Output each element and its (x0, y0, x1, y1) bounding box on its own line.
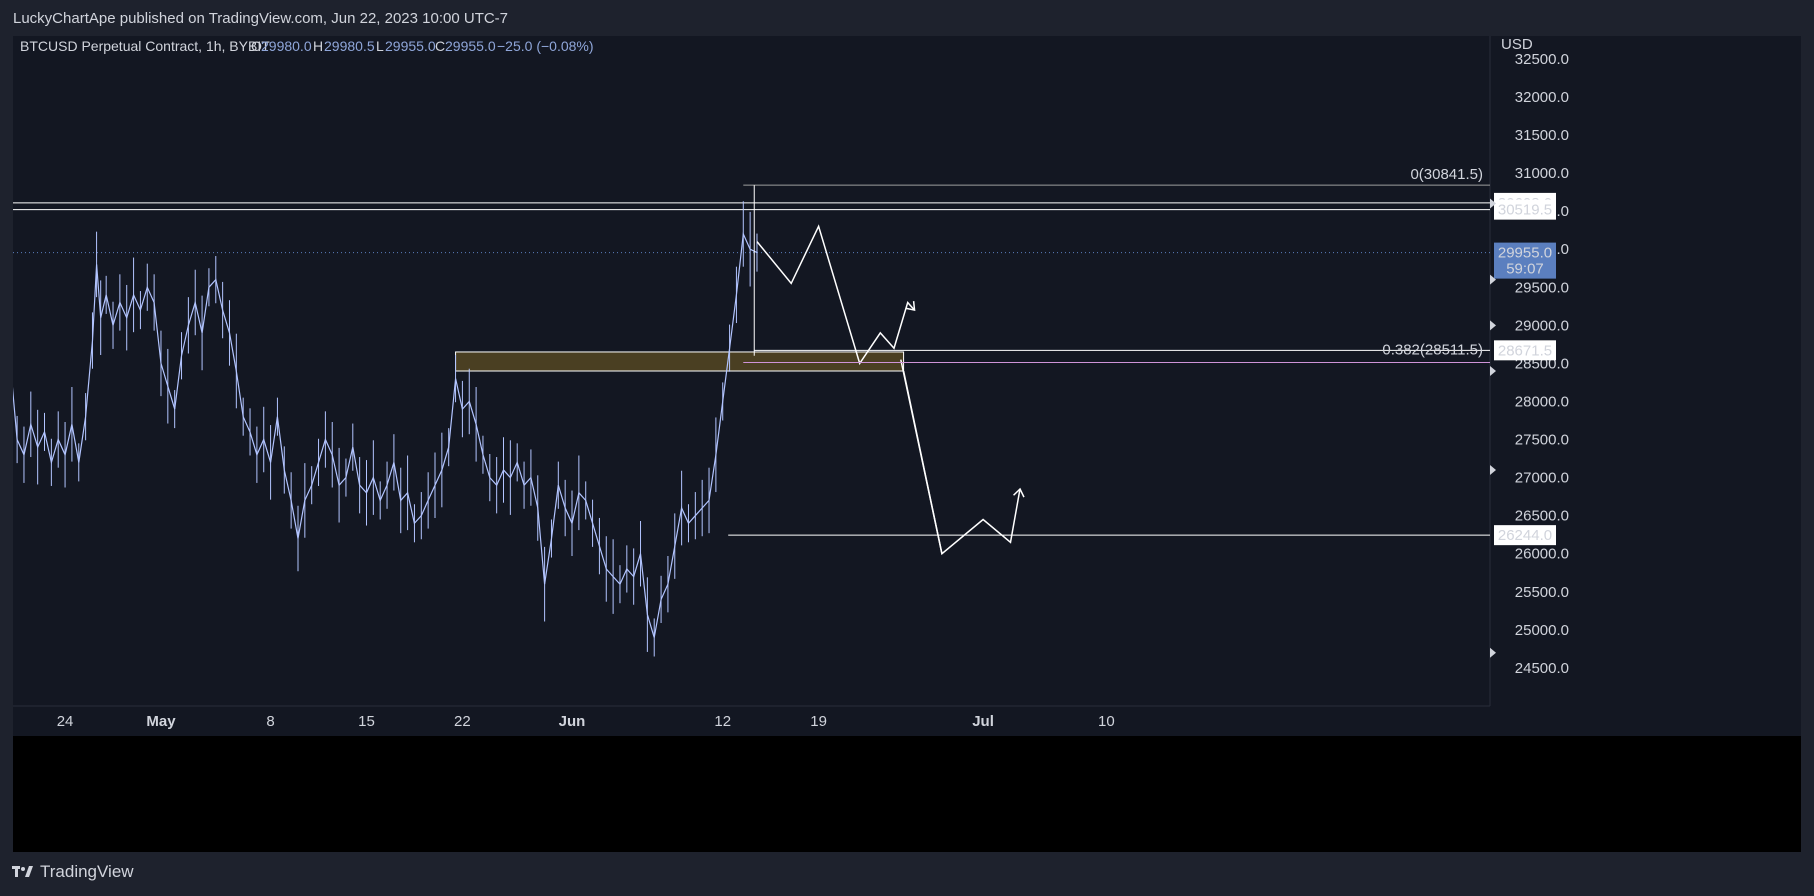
legend-h-label: H (313, 38, 323, 54)
y-tick-label: 26500.0 (1515, 508, 1569, 525)
currency-label: USD (1501, 36, 1533, 53)
time-axis[interactable] (13, 706, 1490, 736)
y-tick-label: 26000.0 (1515, 546, 1569, 563)
y-tick-label: 27500.0 (1515, 432, 1569, 449)
level-price-label: 28671.5 (1498, 342, 1552, 359)
current-price-box (1494, 242, 1556, 279)
x-tick-label: Jul (972, 713, 994, 730)
x-tick-label: 15 (358, 713, 375, 730)
y-tick-label: 32500.0 (1515, 51, 1569, 68)
countdown-label: 59:07 (1506, 261, 1544, 278)
level-price-box (1494, 525, 1556, 546)
footer-brand: TradingView (40, 862, 134, 881)
supply-zone[interactable] (455, 351, 905, 372)
published-header: LuckyChartApe published on TradingView.c… (0, 0, 1814, 36)
projection-arrowhead (1013, 487, 1025, 498)
legend-o-value: 29980.0 (261, 38, 312, 54)
fib-label-0: 0(30841.5) (1410, 166, 1483, 183)
y-tick-label: 29000.0 (1515, 317, 1569, 334)
legend-h-value: 29980.5 (324, 38, 375, 54)
level-price-label: 26244.0 (1498, 527, 1552, 544)
level-price-box (1494, 199, 1556, 220)
legend-symbol: BTCUSD Perpetual Contract, 1h, BYBIT (20, 38, 270, 54)
legend-l-value: 29955.0 (385, 38, 436, 54)
legend-c-label: C (435, 38, 445, 54)
y-tick-label: 25000.0 (1515, 622, 1569, 639)
published-text: LuckyChartApe published on TradingView.c… (13, 10, 509, 27)
x-tick-label: 8 (266, 713, 274, 730)
x-tick-label: 12 (714, 713, 731, 730)
tradingview-logo[interactable]: TradingView (12, 862, 134, 882)
horizontal-levels[interactable] (13, 202, 1490, 536)
axis-marker-icon (1490, 464, 1496, 475)
y-tick-label: 32000.0 (1515, 89, 1569, 106)
zone-rect (455, 351, 905, 372)
y-tick-label: 31000.0 (1515, 165, 1569, 182)
projection-path-upper (756, 224, 916, 366)
projection-drop-line (902, 370, 943, 554)
y-tick-label: 25500.0 (1515, 584, 1569, 601)
projection-drawing[interactable] (756, 224, 1025, 556)
price-chart[interactable]: 32500.032000.031500.031000.030500.030000… (13, 36, 1801, 852)
level-price-box (1494, 340, 1556, 361)
fib-label-382: 0.382(28511.5) (1382, 342, 1483, 359)
price-series (13, 201, 758, 657)
legend-l-label: L (376, 38, 384, 54)
projection-arrowhead (905, 301, 916, 312)
level-price-label: 30519.5 (1498, 202, 1552, 219)
x-tick-labels: 24 May 8 15 22 Jun 12 19 Jul 10 (57, 713, 1115, 730)
fibonacci-levels[interactable]: 0(30841.5) 0.382(28511.5) (743, 166, 1490, 364)
y-tick-label: 31500.0 (1515, 127, 1569, 144)
footer-bar: TradingView (0, 852, 1814, 896)
axis-marker-icon (1490, 274, 1496, 285)
axis-marker-icon (1490, 198, 1496, 209)
x-tick-label: Jun (559, 713, 586, 730)
axis-marker-icon (1490, 366, 1496, 376)
x-tick-label: 10 (1098, 713, 1115, 730)
axis-marker-icon (1490, 647, 1496, 658)
x-tick-label: 24 (57, 713, 74, 730)
y-tick-label: 24500.0 (1515, 660, 1569, 677)
x-tick-label: 22 (454, 713, 471, 730)
chart-frame[interactable]: 32500.032000.031500.031000.030500.030000… (13, 36, 1801, 852)
x-tick-label: 19 (810, 713, 827, 730)
x-tick-label: May (146, 713, 176, 730)
axis-marker-icon (1490, 320, 1496, 331)
legend-change: −25.0 (−0.08%) (497, 38, 594, 54)
current-price-label: 29955.0 (1498, 245, 1552, 262)
price-axis[interactable] (1490, 36, 1801, 706)
tradingview-logo-icon (12, 866, 33, 877)
legend-o-label: O (251, 38, 262, 54)
y-tick-label: 27000.0 (1515, 470, 1569, 487)
legend-c-value: 29955.0 (445, 38, 496, 54)
y-tick-label: 29500.0 (1515, 279, 1569, 296)
y-tick-label: 28000.0 (1515, 393, 1569, 410)
